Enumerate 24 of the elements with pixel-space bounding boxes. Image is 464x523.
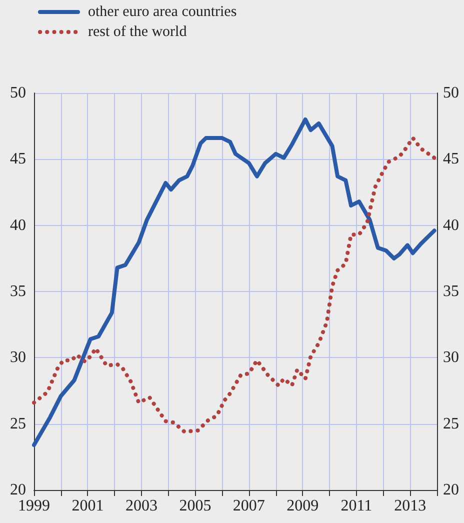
- y2-tick-label: 50: [443, 84, 459, 102]
- x-tick-label: 2005: [179, 498, 212, 514]
- x-tick-label: 2001: [72, 498, 104, 514]
- x-tick-label: 2013: [394, 498, 426, 514]
- legend-label: rest of the world: [88, 24, 188, 40]
- y-tick-label: 30: [10, 349, 26, 366]
- y2-tick-label: 20: [443, 482, 459, 498]
- y-tick-label: 45: [10, 150, 26, 168]
- y-tick-label: 25: [10, 415, 26, 432]
- y2-tick-label: 30: [443, 349, 459, 366]
- y2-tick-label: 40: [443, 216, 459, 234]
- y-tick-label: 50: [10, 84, 26, 102]
- y-tick-label: 40: [10, 216, 26, 234]
- x-tick-label: 2009: [286, 498, 319, 514]
- x-tick-label: 2003: [125, 498, 158, 514]
- y2-tick-label: 35: [443, 283, 459, 300]
- y2-tick-label: 45: [443, 150, 459, 168]
- y-tick-label: 20: [10, 482, 26, 498]
- y-tick-label: 35: [10, 283, 26, 300]
- x-tick-label: 2011: [340, 498, 372, 514]
- x-tick-label: 1999: [18, 498, 50, 514]
- legend-label: other euro area countries: [88, 4, 237, 20]
- y2-tick-label: 25: [443, 415, 459, 432]
- x-tick-label: 2007: [232, 498, 265, 514]
